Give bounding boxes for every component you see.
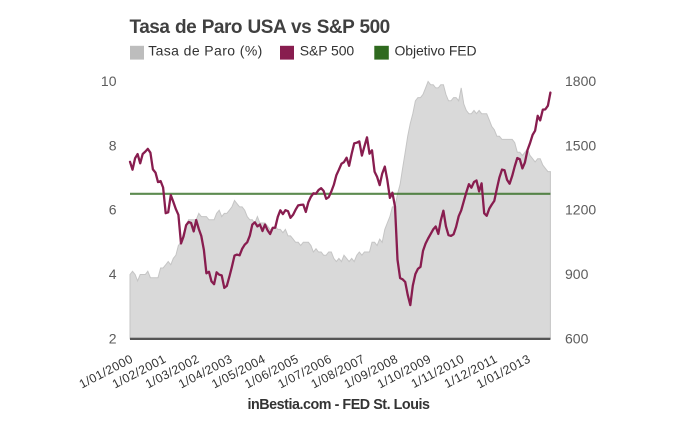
svg-text:2: 2 bbox=[109, 330, 117, 346]
svg-text:1800: 1800 bbox=[565, 73, 596, 89]
svg-text:10: 10 bbox=[101, 73, 117, 89]
svg-text:inBestia.com - FED St. Louis: inBestia.com - FED St. Louis bbox=[247, 397, 430, 413]
svg-text:900: 900 bbox=[565, 266, 589, 282]
svg-text:Objetivo FED: Objetivo FED bbox=[395, 43, 477, 59]
svg-text:600: 600 bbox=[565, 330, 589, 346]
svg-text:S&P 500: S&P 500 bbox=[300, 43, 355, 59]
svg-text:6: 6 bbox=[109, 202, 117, 218]
svg-text:Tasa de Paro USA vs S&P 500: Tasa de Paro USA vs S&P 500 bbox=[130, 17, 390, 38]
svg-text:Tasa de Paro (%): Tasa de Paro (%) bbox=[148, 43, 263, 59]
svg-text:1500: 1500 bbox=[565, 137, 596, 153]
svg-text:4: 4 bbox=[109, 266, 117, 282]
svg-text:8: 8 bbox=[109, 137, 117, 153]
svg-text:1200: 1200 bbox=[565, 202, 596, 218]
